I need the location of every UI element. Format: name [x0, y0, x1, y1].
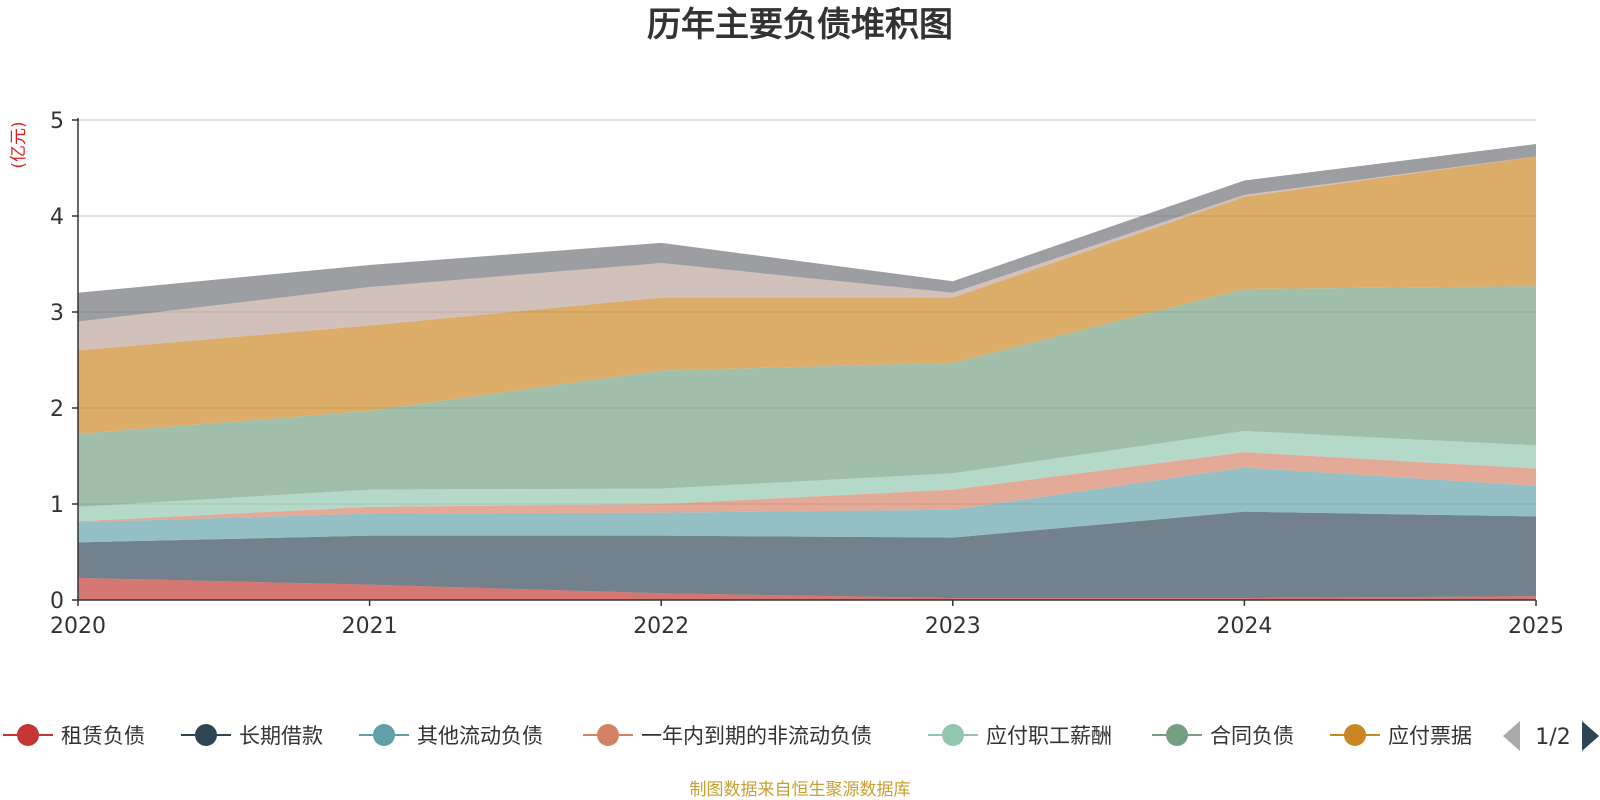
legend-item-6[interactable]: 合同负债 — [1152, 724, 1294, 748]
x-tick-label: 2024 — [1216, 614, 1272, 639]
y-tick-label: 3 — [50, 301, 64, 326]
source-note: 制图数据来自恒生聚源数据库 — [690, 780, 911, 800]
legend-marker — [195, 724, 217, 746]
legend-next-page-icon[interactable] — [1582, 721, 1599, 751]
chart-title: 历年主要负债堆积图 — [647, 5, 953, 45]
area-1 — [78, 577, 1536, 600]
y-tick-label: 0 — [50, 589, 64, 614]
y-tick-label: 1 — [50, 493, 64, 518]
x-tick-label: 2025 — [1508, 614, 1564, 639]
area-7 — [78, 156, 1536, 434]
area-6 — [78, 286, 1536, 507]
legend-marker — [597, 724, 619, 746]
legend-label: 长期借款 — [239, 724, 323, 748]
legend-label: 一年内到期的非流动负债 — [641, 724, 872, 748]
y-axis-unit-label: (亿元) — [9, 121, 29, 168]
y-tick-label: 4 — [50, 205, 64, 230]
area-9 — [78, 144, 1536, 322]
legend-marker — [373, 724, 395, 746]
legend-item-5[interactable]: 应付职工薪酬 — [928, 724, 1112, 748]
legend-item-7[interactable]: 应付票据 — [1330, 724, 1472, 748]
legend-item-1[interactable]: 租赁负债 — [3, 724, 145, 748]
legend-marker — [942, 724, 964, 746]
legend-prev-page-icon[interactable] — [1503, 721, 1520, 751]
area-2 — [78, 511, 1536, 599]
x-tick-label: 2020 — [50, 614, 106, 639]
legend-marker — [1166, 724, 1188, 746]
legend-label: 应付票据 — [1388, 724, 1472, 748]
x-tick-label: 2022 — [633, 614, 689, 639]
legend[interactable]: 租赁负债 长期借款 其他流动负债 一年内到期的非流动负债 应付职工薪酬 合同负债 应付票据 1… — [3, 721, 1599, 751]
legend-page-indicator: 1/2 — [1535, 725, 1570, 750]
area-5 — [78, 431, 1536, 522]
legend-label: 合同负债 — [1210, 724, 1294, 748]
legend-label: 其他流动负债 — [417, 724, 543, 748]
area-3 — [78, 467, 1536, 543]
legend-label: 应付职工薪酬 — [986, 724, 1112, 748]
area-4 — [78, 452, 1536, 523]
legend-label: 租赁负债 — [61, 724, 145, 748]
legend-marker — [1344, 724, 1366, 746]
legend-item-4[interactable]: 一年内到期的非流动负债 — [583, 724, 872, 748]
legend-marker — [17, 724, 39, 746]
area-8 — [78, 156, 1536, 351]
x-tick-label: 2023 — [925, 614, 981, 639]
axes: 0 1 2 3 4 5 2020 2021 2022 2023 2024 2025 — [50, 109, 1564, 639]
y-tick-label: 5 — [50, 109, 64, 134]
area-series — [78, 144, 1536, 600]
legend-item-2[interactable]: 长期借款 — [181, 724, 323, 748]
x-tick-label: 2021 — [342, 614, 398, 639]
y-tick-label: 2 — [50, 397, 64, 422]
legend-item-3[interactable]: 其他流动负债 — [359, 724, 543, 748]
